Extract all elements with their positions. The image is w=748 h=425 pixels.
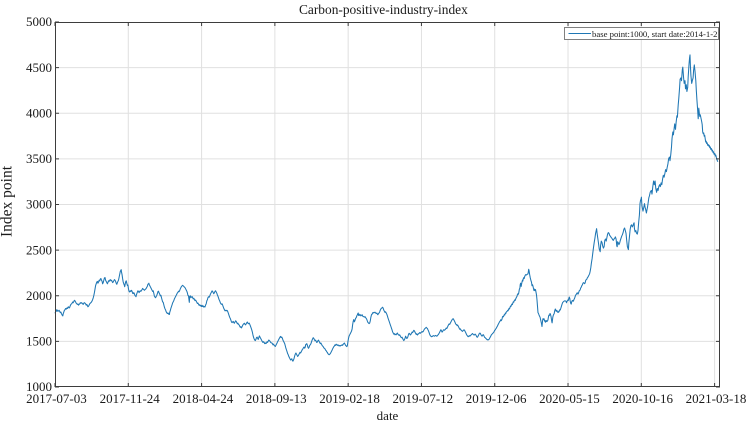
svg-text:4000: 4000: [26, 105, 52, 120]
svg-text:2000: 2000: [26, 288, 52, 303]
svg-text:2019-07-12: 2019-07-12: [393, 391, 454, 406]
svg-text:2020-05-15: 2020-05-15: [539, 391, 600, 406]
svg-text:1500: 1500: [26, 334, 52, 349]
svg-text:2017-11-24: 2017-11-24: [100, 391, 161, 406]
svg-text:base point:1000, start date:20: base point:1000, start date:2014-1-2: [592, 29, 717, 39]
svg-text:3000: 3000: [26, 197, 52, 212]
svg-text:2018-09-13: 2018-09-13: [246, 391, 307, 406]
svg-text:2019-02-18: 2019-02-18: [319, 391, 380, 406]
svg-text:Carbon-positive-industry-index: Carbon-positive-industry-index: [299, 2, 468, 17]
svg-text:date: date: [377, 408, 399, 423]
svg-text:5000: 5000: [26, 14, 52, 29]
svg-text:Index point: Index point: [0, 165, 16, 237]
svg-text:2500: 2500: [26, 242, 52, 257]
svg-text:3500: 3500: [26, 151, 52, 166]
svg-text:2021-03-18: 2021-03-18: [686, 391, 747, 406]
svg-text:2018-04-24: 2018-04-24: [173, 391, 234, 406]
svg-text:2019-12-06: 2019-12-06: [466, 391, 527, 406]
svg-text:4500: 4500: [26, 60, 52, 75]
svg-text:2020-10-16: 2020-10-16: [612, 391, 673, 406]
svg-text:1000: 1000: [26, 379, 52, 394]
svg-text:2017-07-03: 2017-07-03: [26, 391, 87, 406]
